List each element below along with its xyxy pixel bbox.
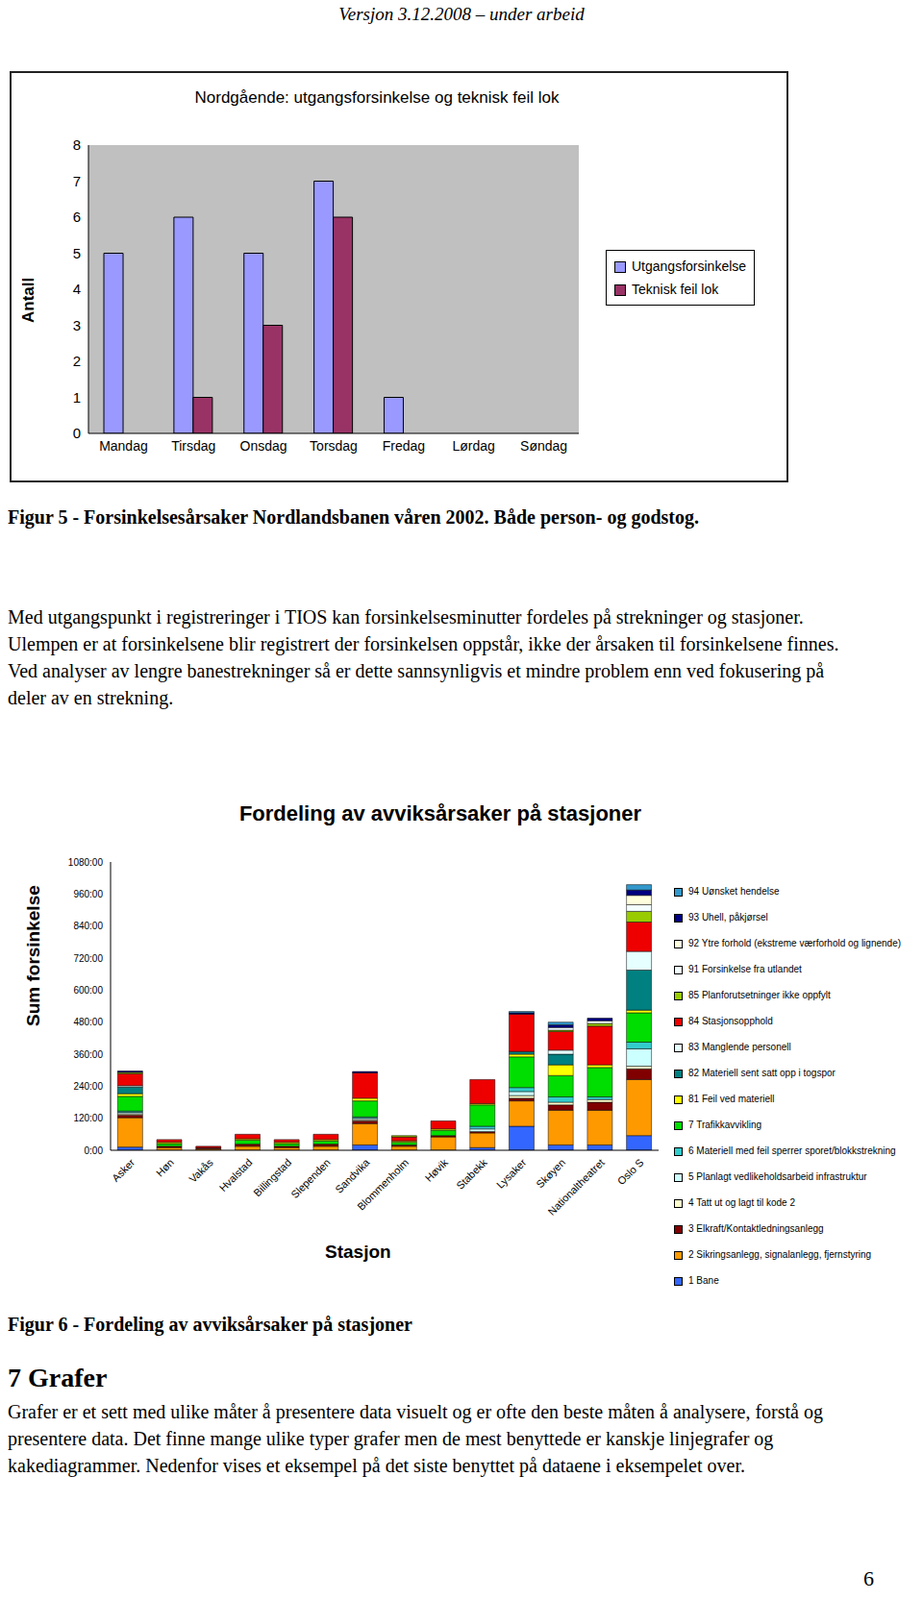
html-text:93 Uhell, påkjørsel: 93 Uhell, påkjørsel — [688, 912, 769, 923]
html-text:94 Uønsket hendelse: 94 Uønsket hendelse — [688, 886, 780, 898]
svg-text:240:00: 240:00 — [73, 1081, 103, 1093]
html-text:Nordgående: utgangsforsinkelse: Nordgående: utgangsforsinkelse og teknis… — [194, 88, 560, 107]
svg-text:2: 2 — [73, 352, 81, 370]
svg-text:Høn: Høn — [153, 1156, 176, 1179]
svg-text:Vakås: Vakås — [186, 1156, 216, 1186]
html-text:Stasjon: Stasjon — [324, 1242, 391, 1263]
html-text:5 Planlagt vedlikeholdsarbeid: 5 Planlagt vedlikeholdsarbeid infrastruk… — [688, 1172, 867, 1183]
html-text:7 Grafer: 7 Grafer — [7, 1363, 108, 1394]
svg-text:Mandag: Mandag — [99, 438, 149, 454]
svg-text:8: 8 — [73, 136, 81, 153]
svg-text:7: 7 — [73, 173, 81, 190]
html-text:83 Manglende personell: 83 Manglende personell — [688, 1042, 792, 1053]
svg-text:4: 4 — [73, 280, 81, 298]
svg-text:360:00: 360:00 — [73, 1049, 103, 1061]
svg-text:0: 0 — [73, 424, 81, 442]
html-text:82 Materiell sent satt opp i t: 82 Materiell sent satt opp i togspor — [688, 1068, 836, 1079]
html-text:Med utgangspunkt i registrerin: Med utgangspunkt i registreringer i TIOS… — [7, 606, 839, 709]
svg-text:Høvik: Høvik — [423, 1156, 451, 1185]
svg-text:1080:00: 1080:00 — [68, 857, 104, 869]
html-text:Sum forsinkelse: Sum forsinkelse — [23, 885, 44, 1027]
svg-text:Nationaltheatret: Nationaltheatret — [545, 1156, 606, 1218]
html-text:3 Elkraft/Kontaktledningsanleg: 3 Elkraft/Kontaktledningsanlegg — [688, 1223, 824, 1235]
svg-text:Sandvika: Sandvika — [332, 1156, 373, 1197]
svg-text:Billingstad: Billingstad — [250, 1156, 294, 1199]
svg-text:Slependen: Slependen — [288, 1156, 333, 1201]
html-text:Fordeling av avviksårsaker på: Fordeling av avviksårsaker på stasjoner — [239, 801, 642, 826]
html-text:84 Stasjonsopphold: 84 Stasjonsopphold — [688, 1016, 773, 1027]
html-text:81 Feil ved materiell: 81 Feil ved materiell — [688, 1094, 775, 1105]
svg-text:Fredag: Fredag — [382, 438, 425, 454]
svg-text:Oslo S: Oslo S — [615, 1156, 647, 1188]
svg-text:1: 1 — [73, 389, 81, 406]
html-text:4 Tatt ut og lagt til kode 2: 4 Tatt ut og lagt til kode 2 — [688, 1197, 796, 1209]
svg-text:Lysaker: Lysaker — [494, 1156, 529, 1192]
html-text:1 Bane: 1 Bane — [688, 1275, 719, 1287]
svg-text:Lørdag: Lørdag — [452, 438, 496, 454]
svg-text:480:00: 480:00 — [73, 1017, 103, 1028]
html-text:Figur 6 - Fordeling av avvikså: Figur 6 - Fordeling av avviksårsaker på … — [7, 1314, 413, 1336]
html-text:92 Ytre forhold (ekstreme værf: 92 Ytre forhold (ekstreme værforhold og … — [688, 938, 901, 949]
svg-text:Skøyen: Skøyen — [533, 1156, 568, 1191]
html-text:85 Planforutsetninger ikke opp: 85 Planforutsetninger ikke oppfylt — [688, 990, 831, 1001]
svg-text:720:00: 720:00 — [73, 953, 103, 965]
html-text:Teknisk feil lok: Teknisk feil lok — [631, 281, 719, 298]
svg-text:Torsdag: Torsdag — [309, 438, 358, 454]
html-text:Utgangsforsinkelse: Utgangsforsinkelse — [631, 258, 747, 275]
svg-text:Hvalstad: Hvalstad — [217, 1156, 255, 1195]
svg-text:120:00: 120:00 — [73, 1113, 103, 1124]
svg-text:Onsdag: Onsdag — [240, 438, 288, 454]
html-text:Antall: Antall — [19, 277, 38, 324]
html-text:91 Forsinkelse fra utlandet: 91 Forsinkelse fra utlandet — [688, 964, 802, 975]
svg-text:Asker: Asker — [109, 1156, 138, 1185]
html-text:6 Materiell med feil sperrer s: 6 Materiell med feil sperrer sporet/blok… — [688, 1146, 896, 1157]
svg-text:3: 3 — [73, 317, 81, 334]
svg-text:960:00: 960:00 — [73, 889, 103, 900]
svg-text:0:00: 0:00 — [84, 1146, 104, 1157]
svg-text:6: 6 — [73, 208, 81, 225]
html-text:Figur 5 - Forsinkelsesårsaker: Figur 5 - Forsinkelsesårsaker Nordlandsb… — [7, 506, 699, 528]
html-text:7 Trafikkavvikling: 7 Trafikkavvikling — [688, 1120, 762, 1131]
html-text:6: 6 — [863, 1567, 874, 1592]
svg-text:840:00: 840:00 — [73, 921, 103, 932]
svg-text:600:00: 600:00 — [73, 985, 103, 997]
svg-text:Blommenholm: Blommenholm — [354, 1156, 411, 1213]
svg-text:Stabekk: Stabekk — [453, 1156, 490, 1193]
html-text:2 Sikringsanlegg, signalanlegg: 2 Sikringsanlegg, signalanlegg, fjernsty… — [688, 1249, 872, 1261]
svg-text:5: 5 — [73, 245, 81, 262]
svg-text:Tirsdag: Tirsdag — [171, 438, 216, 454]
html-text:Grafer er et sett med ulike må: Grafer er et sett med ulike måter å pres… — [7, 1401, 824, 1477]
svg-text:Søndag: Søndag — [520, 438, 568, 454]
